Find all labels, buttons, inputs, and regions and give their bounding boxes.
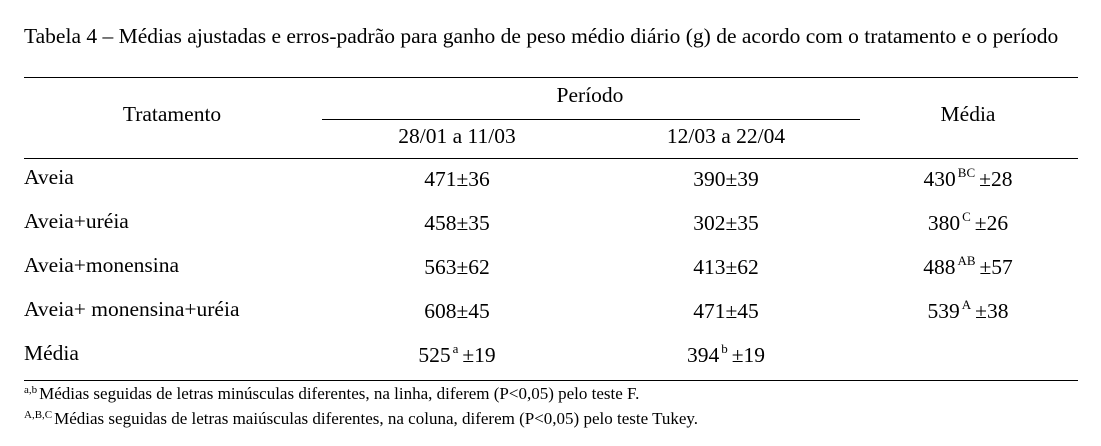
mean-row-label: Média xyxy=(24,341,79,365)
mean-row-period2-value: 394 b ±19 xyxy=(686,341,766,367)
row-period2-value: 471±45 xyxy=(693,299,759,323)
row-mean-value: 488 AB ±57 xyxy=(923,253,1013,279)
row-period2-value: 302±35 xyxy=(693,211,759,235)
row-period1-value: 471±36 xyxy=(424,167,490,191)
footnote-uppercase: A,B,C Médias seguidas de letras maiúscula… xyxy=(24,409,699,428)
period-rule xyxy=(322,119,860,120)
row-period2-value: 413±62 xyxy=(693,255,759,279)
header-treatment: Tratamento xyxy=(122,102,222,126)
row-label: Aveia+monensina xyxy=(24,253,180,277)
row-period1-value: 458±35 xyxy=(424,211,490,235)
row-label: Aveia+uréia xyxy=(24,209,129,233)
header-mean: Média xyxy=(940,102,996,126)
row-period1-value: 563±62 xyxy=(424,255,490,279)
mean-row-period1-value: 525 a ±19 xyxy=(418,341,496,367)
row-period1-value: 608±45 xyxy=(424,299,490,323)
header-period-2: 12/03 a 22/04 xyxy=(666,124,786,148)
header-period: Período xyxy=(556,83,624,107)
footnote-lowercase: a,b Médias seguidas de letras minúsculas … xyxy=(24,384,640,403)
row-mean-value: 430 BC ±28 xyxy=(923,165,1013,191)
row-mean-value: 539 A ±38 xyxy=(927,297,1009,323)
top-rule xyxy=(24,77,1078,78)
table-caption: Tabela 4 – Médias ajustadas e erros-padr… xyxy=(24,24,1059,48)
row-mean-value: 380 C ±26 xyxy=(927,209,1009,235)
row-label: Aveia+ monensina+uréia xyxy=(24,297,240,321)
header-bottom-rule xyxy=(24,158,1078,159)
row-period2-value: 390±39 xyxy=(693,167,759,191)
bottom-rule xyxy=(24,380,1078,381)
header-period-1: 28/01 a 11/03 xyxy=(398,124,516,148)
row-label: Aveia xyxy=(24,165,74,189)
